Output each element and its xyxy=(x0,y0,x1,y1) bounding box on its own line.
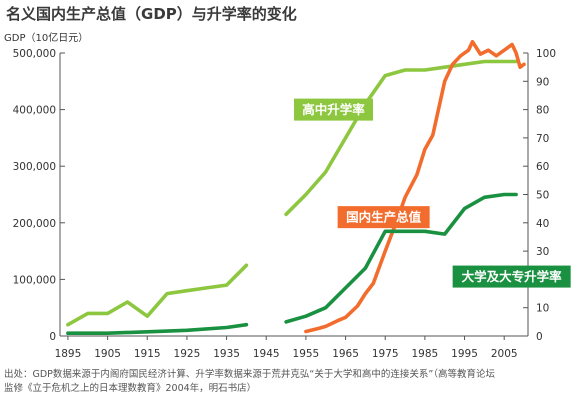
left-tick-label: 200,000 xyxy=(13,218,56,230)
x-tick-label: 1985 xyxy=(412,348,439,360)
x-tick-label: 1945 xyxy=(253,348,280,360)
series-label-box xyxy=(337,206,430,229)
left-tick-label: 500,000 xyxy=(13,48,56,60)
right-tick-label: 30 xyxy=(536,246,549,258)
series-line-gdp xyxy=(304,39,526,334)
x-tick-label: 1935 xyxy=(213,348,240,360)
x-tick-label: 1905 xyxy=(94,348,121,360)
right-tick-label: 40 xyxy=(536,218,549,230)
series-label-text: 大学及大专升学率 xyxy=(462,269,563,284)
series-label-gdp: 国内生产总值 xyxy=(337,206,430,229)
chart-title: 名义国内生产总值（GDP）与升学率的变化 xyxy=(6,5,297,23)
left-tick-label: 400,000 xyxy=(13,105,56,117)
x-tick-label: 1995 xyxy=(451,348,478,360)
x-tick-label: 1975 xyxy=(372,348,399,360)
series-line-high_school xyxy=(284,59,518,217)
x-tick-label: 1915 xyxy=(134,348,161,360)
series-label-university: 大学及大专升学率 xyxy=(452,265,571,288)
right-tick-label: 90 xyxy=(536,76,549,88)
x-tick-label: 1895 xyxy=(55,348,82,360)
series-line-university xyxy=(284,192,518,324)
source-line-1: 出处：GDP数据来源于内阁府国民经济计算、升学率数据来源于荒井克弘“关于大学和高… xyxy=(4,369,496,380)
y-axis-label: GDP（10亿日元） xyxy=(4,31,88,44)
series-line-university xyxy=(66,322,249,336)
right-tick-label: 80 xyxy=(536,105,549,117)
series-label-high_school: 高中升学率 xyxy=(294,98,373,121)
right-tick-label: 10 xyxy=(536,303,549,315)
series-layer xyxy=(66,39,526,336)
right-tick-label: 50 xyxy=(536,190,549,202)
right-tick-label: 0 xyxy=(536,331,543,343)
right-tick-label: 70 xyxy=(536,133,549,145)
right-tick-label: 60 xyxy=(536,161,549,173)
left-tick-label: 100,000 xyxy=(13,274,56,286)
series-label-box xyxy=(452,265,571,288)
series-label-text: 国内生产总值 xyxy=(346,210,422,225)
right-tick-label: 100 xyxy=(536,48,556,60)
series-label-box xyxy=(294,98,373,121)
left-tick-label: 0 xyxy=(49,331,56,343)
source-line-2: 监修《立于危机之上的日本理数教育》2004年，明石书店） xyxy=(4,383,257,394)
x-tick-label: 1955 xyxy=(293,348,320,360)
chart-axes: 0 100,000 200,000 300,000 400,000 500,000 0 10 2… xyxy=(4,31,556,360)
source-note: 出处：GDP数据来源于内阁府国民经济计算、升学率数据来源于荒井克弘“关于大学和高… xyxy=(4,368,580,396)
series-label-text: 高中升学率 xyxy=(302,102,365,117)
x-tick-label: 1965 xyxy=(332,348,359,360)
series-line-high_school xyxy=(66,263,249,327)
x-tick-label: 2005 xyxy=(491,348,518,360)
left-tick-label: 300,000 xyxy=(13,161,56,173)
x-tick-label: 1925 xyxy=(174,348,201,360)
